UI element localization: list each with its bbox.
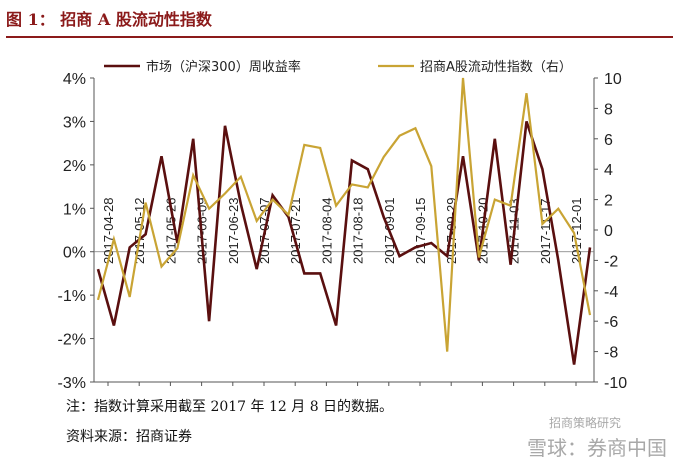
watermark-account: 招商策略研究 [548,416,621,430]
x-tick-label: 2017-08-18 [351,198,366,265]
right-tick-label: -4 [604,284,618,301]
source-note: 资料来源：招商证券 [66,429,192,445]
series-line-liquidity-index [96,77,592,352]
legend-label: 市场（沪深300）周收益率 [146,59,301,75]
x-tick-label: 2017-06-23 [226,198,241,264]
left-tick-label: 4% [63,71,86,88]
right-tick-label: -6 [604,314,618,331]
right-tick-label: -10 [604,375,627,390]
right-tick-label: 4 [604,162,613,179]
left-tick-label: 1% [63,201,86,218]
right-tick-label: 6 [604,132,613,149]
series-layer [96,77,592,365]
right-tick-label: 8 [604,101,613,118]
x-tick-label: 2017-04-28 [101,198,116,265]
figure-title: 图 1： 招商 A 股流动性指数 [6,10,212,29]
right-tick-label: -8 [604,345,618,362]
right-tick-label: 10 [604,71,622,88]
right-tick-label: -2 [604,253,618,270]
x-tick-label: 2017-08-04 [319,198,334,265]
chart-note: 注：指数计算采用截至 2017 年 12 月 8 日的数据。 [66,399,394,415]
axes-layer: -3% -2% -1% 0% 1% 2% 3% 4% -10 -8 -6 -4 -2 0 2 4 6 8 10 201… [58,71,628,390]
left-tick-label: 3% [63,114,86,131]
left-tick-label: -2% [58,332,86,349]
left-tick-label: -3% [58,375,86,390]
x-tick-label: 2017-05-26 [163,198,178,265]
left-tick-label: 2% [63,158,86,175]
legend: 市场（沪深300）周收益率 招商A股流动性指数（右） [104,59,572,75]
dual-axis-line-chart: -3% -2% -1% 0% 1% 2% 3% 4% -10 -8 -6 -4 -2 0 2 4 6 8 10 201… [58,59,628,390]
x-tick-label: 2017-12-01 [569,198,584,265]
x-tick-label: 2017-07-21 [288,198,303,265]
right-tick-label: 0 [604,223,613,240]
title-rule [6,36,673,38]
right-tick-label: 2 [604,193,613,210]
x-tick-label: 2017-09-15 [413,198,428,265]
watermark-site: 雪球：券商中国 [527,436,667,460]
left-tick-label: 0% [63,245,86,262]
left-tick-label: -1% [58,288,86,305]
series-line-market-return [96,120,592,365]
legend-label: 招商A股流动性指数（右） [420,60,572,75]
